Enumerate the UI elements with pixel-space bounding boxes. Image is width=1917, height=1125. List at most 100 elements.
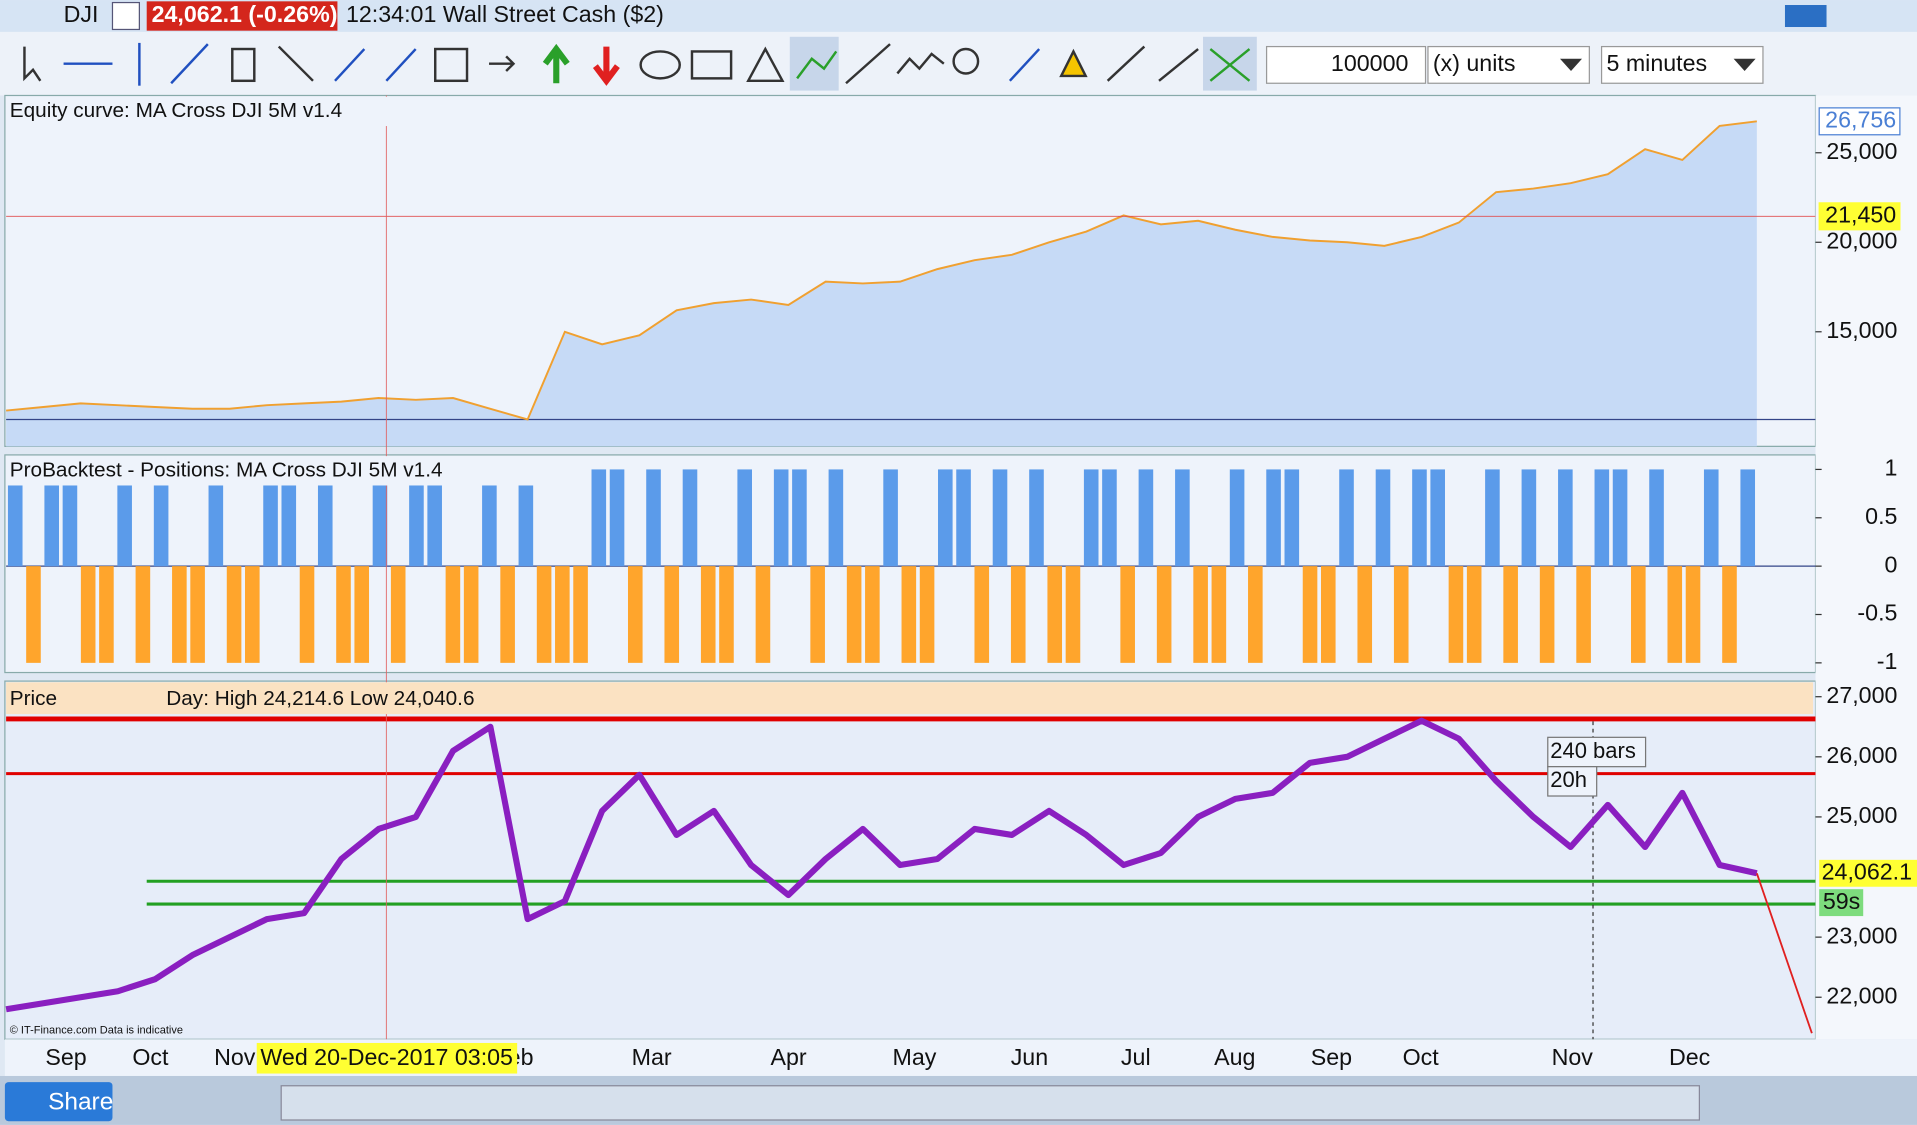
position-bar — [463, 566, 479, 663]
info-button[interactable] — [111, 1, 140, 31]
scrollbar[interactable] — [280, 1085, 1700, 1121]
position-bar — [1594, 469, 1610, 567]
position-bar — [1266, 469, 1281, 567]
projection — [1755, 872, 1813, 1034]
position-bar — [755, 566, 771, 663]
y-tick-label: 27,000 — [1826, 682, 1897, 708]
position-bar — [1357, 566, 1373, 663]
position-bar — [627, 566, 643, 663]
position-bar — [1211, 566, 1227, 663]
position-bar — [1466, 566, 1482, 663]
position-bar — [1430, 469, 1445, 567]
position-bar — [445, 566, 461, 663]
position-bar — [591, 469, 607, 567]
equity-line — [6, 120, 1757, 421]
symbol[interactable]: DJI — [64, 1, 99, 27]
positions-header — [6, 456, 571, 486]
position-bar — [883, 469, 898, 567]
toolbar — [0, 31, 1917, 96]
x-tick-label: Mar — [632, 1044, 672, 1070]
keyboard-button[interactable] — [1784, 5, 1827, 28]
unit-select[interactable] — [1427, 45, 1590, 84]
quantity-input[interactable] — [1265, 45, 1427, 84]
y-tick-label: -1 — [1877, 648, 1898, 674]
position-bar — [919, 566, 935, 663]
position-bar — [1631, 566, 1646, 663]
session: 12:34:01 Wall Street Cash ($2) — [346, 1, 664, 27]
equity-header — [6, 96, 490, 127]
share-label[interactable]: Share — [48, 1088, 113, 1115]
price-panel — [4, 680, 1817, 1040]
timeframe[interactable]: 5 minutes — [1606, 50, 1707, 76]
position-bar — [846, 566, 862, 663]
cursor-time: Wed 20-Dec-2017 03:05 — [260, 1044, 513, 1070]
y-tick-label: 15,000 — [1826, 317, 1897, 343]
position-bar — [1393, 566, 1409, 663]
position-bar — [336, 566, 351, 663]
quantity[interactable]: 100000 — [1331, 50, 1408, 76]
position-bar — [1138, 469, 1154, 567]
position-bar — [1047, 566, 1063, 663]
position-bar — [1612, 469, 1628, 567]
x-tick-label: Jun — [1011, 1044, 1048, 1070]
position-bar — [1193, 566, 1208, 663]
position-bar — [938, 469, 953, 567]
position-bar — [1649, 469, 1664, 567]
position-bar — [99, 566, 114, 663]
position-bar — [1083, 469, 1099, 567]
position-bar — [1284, 469, 1300, 567]
position-bar — [354, 566, 370, 663]
position-bar — [518, 469, 534, 567]
position-bar — [865, 566, 880, 663]
position-bar — [153, 469, 169, 567]
share-button[interactable] — [4, 1082, 113, 1122]
position-bar — [700, 566, 716, 663]
position-bar — [646, 469, 661, 567]
position-bar — [500, 566, 515, 663]
position-bar — [1248, 566, 1263, 663]
position-bar — [172, 566, 187, 663]
position-bar — [1339, 469, 1354, 567]
price-change: 24,062.1 (-0.26%) — [152, 1, 338, 27]
y-tick-label: 20,000 — [1826, 227, 1897, 253]
position-bar — [44, 469, 59, 567]
price-title: Price — [10, 687, 57, 710]
last-price-box — [1819, 859, 1917, 887]
dropdown-arrows — [1560, 58, 1756, 72]
timeframe-select[interactable] — [1600, 45, 1764, 84]
position-bar — [26, 566, 41, 663]
unit[interactable]: (x) units — [1433, 50, 1516, 76]
position-bar — [1722, 566, 1737, 663]
equity-title: Equity curve: MA Cross DJI 5M v1.4 — [10, 99, 342, 122]
position-bar — [263, 469, 278, 567]
position-bar — [245, 566, 260, 663]
position-bar — [299, 566, 315, 663]
position-bar — [974, 566, 990, 663]
position-bar — [1503, 566, 1518, 663]
y-tick-label: 1 — [1885, 455, 1898, 481]
marker-box — [1818, 107, 1901, 136]
position-bar — [1175, 469, 1190, 567]
position-bar — [1685, 566, 1701, 663]
countdown-box — [1819, 889, 1864, 917]
annotation: 20h — [1550, 767, 1587, 792]
position-bar — [190, 566, 205, 663]
y-tick-label: 25,000 — [1826, 138, 1897, 164]
price-box — [146, 1, 338, 31]
y-tick-label: 0.5 — [1865, 503, 1897, 529]
x-tick-label: Dec — [1669, 1044, 1710, 1070]
position-bar — [1102, 469, 1117, 567]
price-day-range: Day: High 24,214.6 Low 24,040.6 — [166, 687, 474, 710]
position-bar — [281, 469, 297, 567]
x-tick-label: May — [893, 1044, 937, 1070]
position-bar — [792, 469, 807, 567]
position-bar — [1576, 566, 1591, 663]
x-tick-label: Apr — [770, 1044, 806, 1070]
y-tick-label: 0 — [1885, 551, 1898, 577]
position-bar — [409, 469, 424, 567]
position-bar — [372, 469, 388, 567]
y-tick-label: 26,000 — [1826, 742, 1897, 768]
position-bar — [117, 469, 132, 567]
position-bar — [1448, 566, 1464, 663]
